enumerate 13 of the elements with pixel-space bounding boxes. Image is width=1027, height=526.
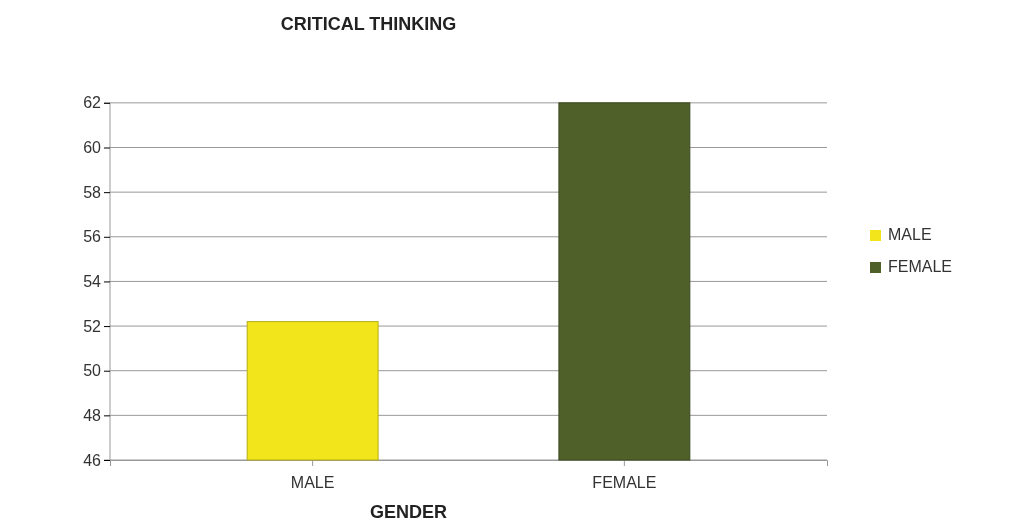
legend-label: FEMALE [888,258,953,275]
y-tick-label: 56 [83,228,102,246]
y-tick-label: 58 [83,183,102,201]
y-tick-label: 52 [83,317,102,335]
x-axis-title: GENDER [369,502,448,522]
y-tick-label: 50 [83,362,102,380]
y-tick-label: 46 [83,451,102,469]
y-tick-label: 62 [83,94,102,112]
y-tick-label: 60 [83,139,102,157]
legend-label: MALE [888,226,932,243]
chart-title: CRITICAL THINKING [280,14,457,34]
y-tick-label: 54 [83,273,102,291]
y-tick-label: 48 [83,406,102,424]
